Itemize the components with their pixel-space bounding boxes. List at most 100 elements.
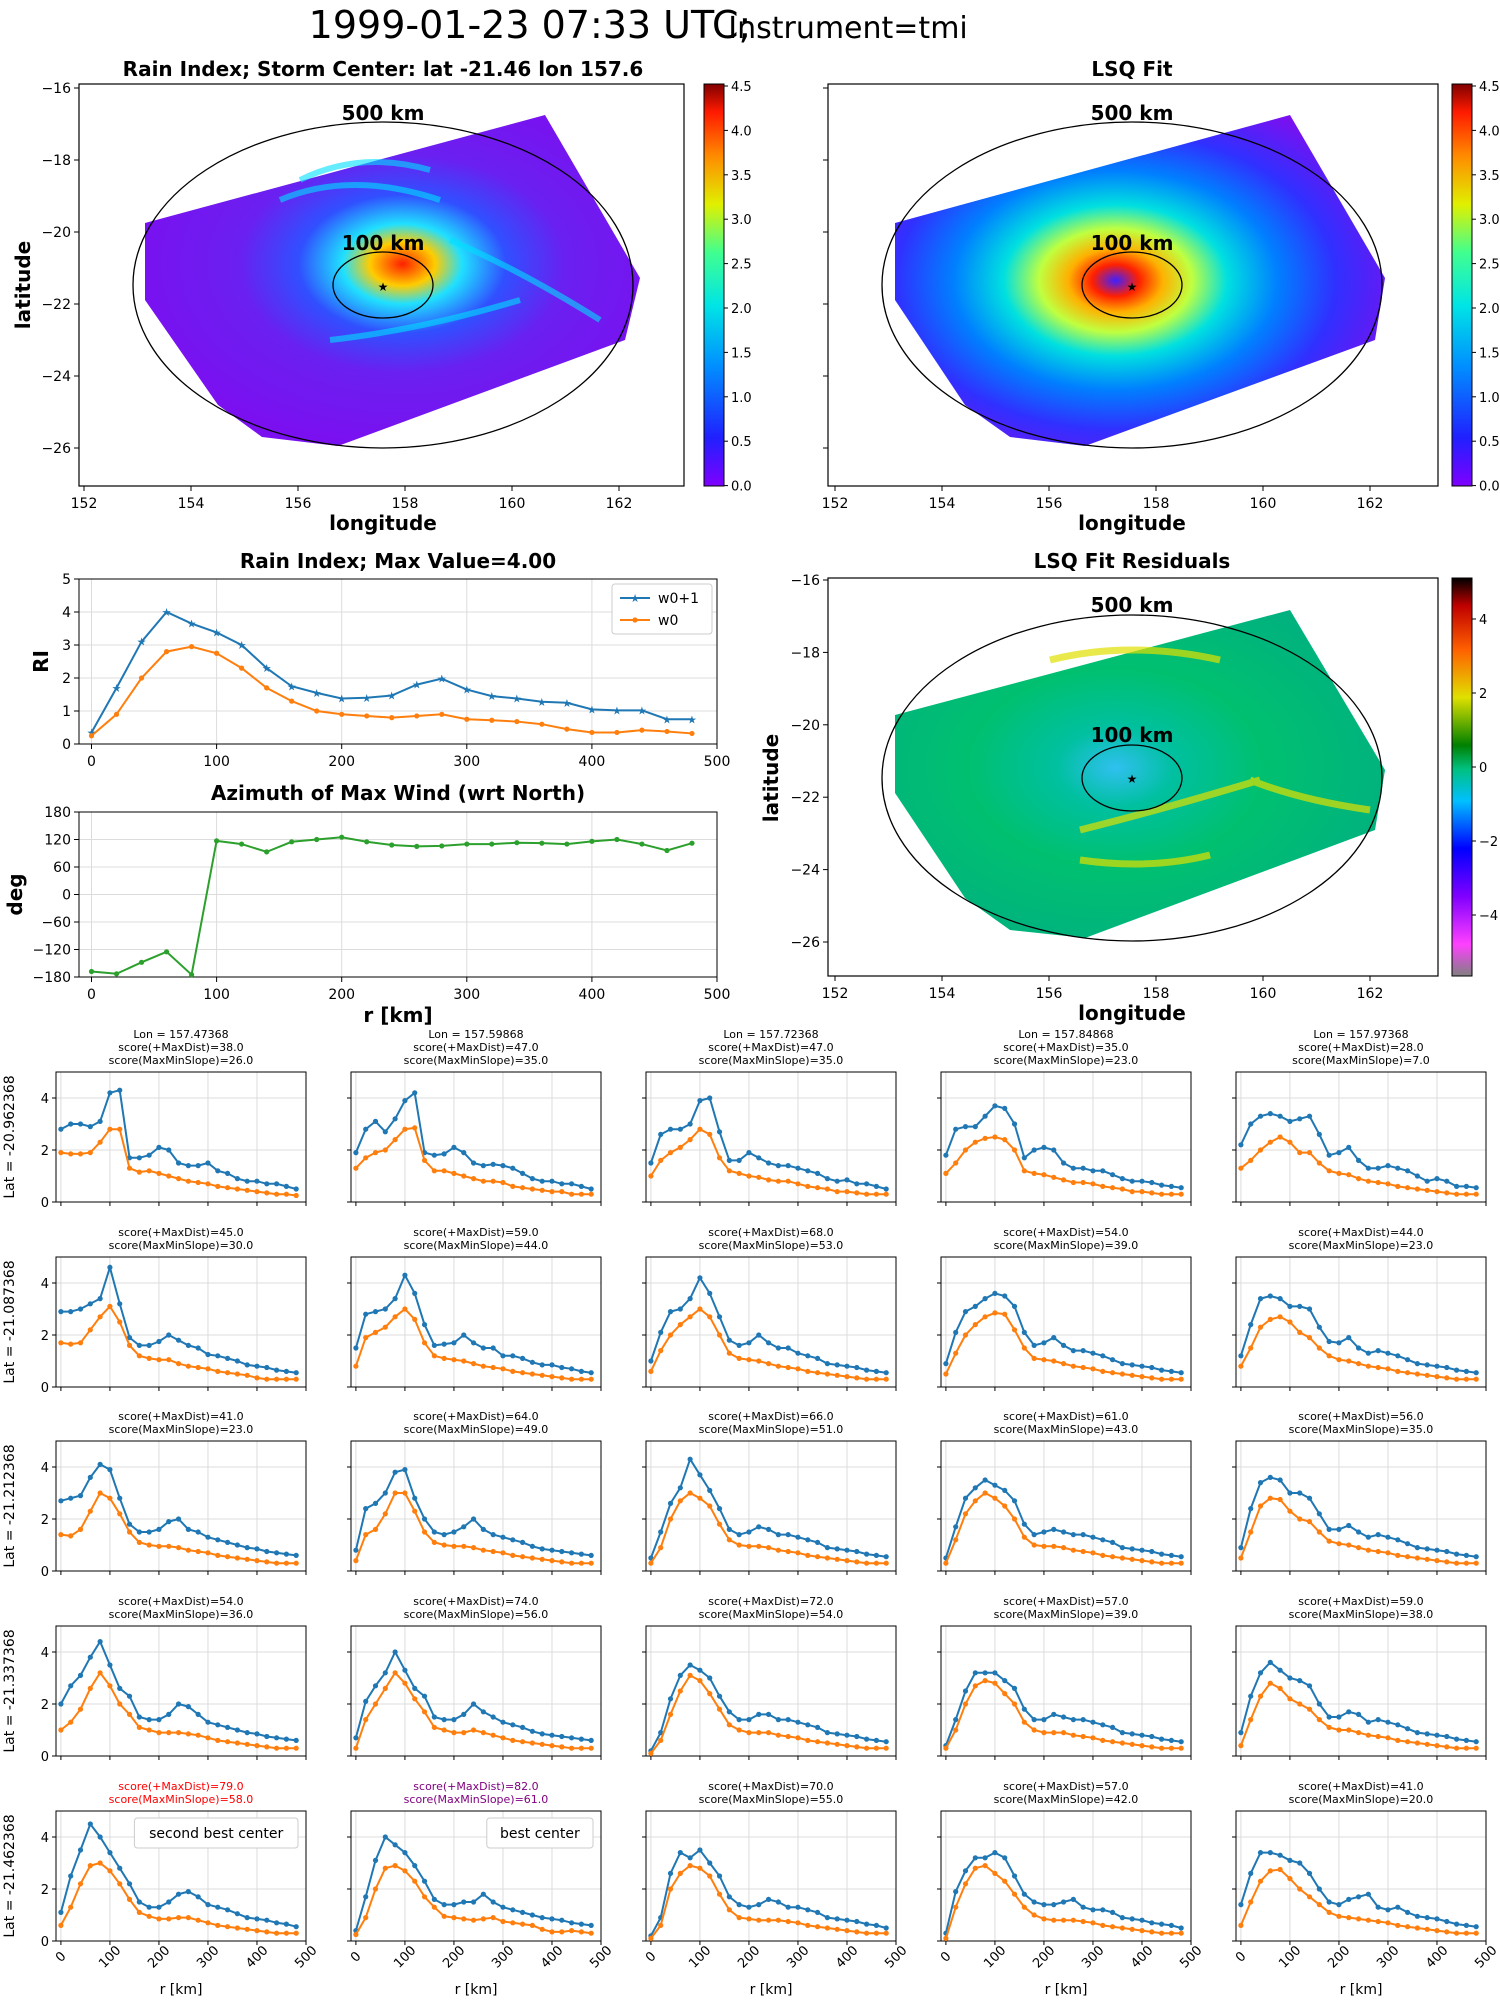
data-point <box>146 1727 152 1733</box>
data-point <box>77 1306 84 1312</box>
data-point <box>549 1929 555 1935</box>
data-point <box>1238 1142 1244 1148</box>
colorbar-tick-label: 3.5 <box>731 169 752 184</box>
data-point <box>412 1125 418 1131</box>
data-point <box>1257 1503 1264 1509</box>
grid-subplot: Lon = 157.84868score(+MaxDist)=35.0score… <box>937 1028 1192 1206</box>
data-point <box>273 1550 280 1556</box>
data-point <box>283 1745 289 1751</box>
data-point <box>107 1090 113 1096</box>
data-point <box>117 1701 123 1707</box>
data-point <box>244 1556 250 1562</box>
data-point <box>1041 1529 1047 1535</box>
data-point <box>1336 1357 1342 1363</box>
data-point <box>1041 1916 1047 1922</box>
data-point <box>707 1691 713 1697</box>
data-point <box>1011 1516 1018 1522</box>
data-point <box>1463 1552 1469 1558</box>
data-point <box>1149 1733 1155 1740</box>
data-point <box>156 1170 162 1176</box>
data-point <box>451 1144 457 1150</box>
data-point: ★ <box>412 679 422 692</box>
data-point <box>529 1359 535 1365</box>
data-point <box>1041 1172 1047 1178</box>
data-point <box>146 1342 152 1348</box>
data-point <box>687 1314 693 1320</box>
data-point <box>439 843 445 849</box>
data-point <box>451 1170 457 1176</box>
colorbar-tick-label: 4 <box>1479 613 1487 628</box>
data-point <box>353 1558 359 1564</box>
data-point <box>1277 1685 1283 1691</box>
data-point <box>1453 1560 1460 1566</box>
data-point <box>1414 1555 1420 1561</box>
data-point <box>716 1521 723 1527</box>
data-point <box>982 1678 988 1684</box>
subplot-score-maxminslope: score(MaxMinSlope)=44.0 <box>404 1239 549 1252</box>
data-point <box>1060 1160 1067 1166</box>
data-point <box>943 1935 949 1941</box>
subplot-score-maxdist: score(+MaxDist)=47.0 <box>413 1041 538 1054</box>
data-point <box>1395 1552 1401 1558</box>
data-point <box>648 1368 654 1374</box>
data-point <box>962 1309 969 1315</box>
data-point <box>195 1548 201 1555</box>
data-point <box>953 1126 959 1132</box>
data-point <box>539 1362 545 1368</box>
subplot-score-maxdist: score(+MaxDist)=61.0 <box>1003 1410 1128 1423</box>
data-point <box>992 1850 998 1856</box>
annotation-box <box>486 1817 594 1849</box>
data-point <box>873 1922 879 1928</box>
plot-frame <box>55 1071 307 1203</box>
data-point <box>107 1303 113 1309</box>
data-point <box>136 1714 142 1720</box>
x-tick-label: 200 <box>328 987 355 1003</box>
data-point <box>559 1548 565 1555</box>
data-point <box>588 1745 594 1751</box>
data-point <box>529 1912 535 1918</box>
data-point <box>58 1532 64 1538</box>
data-point <box>156 1338 162 1345</box>
plot-frame <box>55 1440 307 1572</box>
data-point <box>244 1372 250 1378</box>
data-point: ★ <box>437 673 447 686</box>
data-point <box>756 1155 762 1161</box>
data-point <box>1326 1538 1332 1544</box>
x-tick-label: 400 <box>833 1943 861 1971</box>
data-point <box>1238 1902 1244 1908</box>
data-point <box>1139 1558 1145 1564</box>
grid-subplot: score(+MaxDist)=54.0score(MaxMinSlope)=3… <box>937 1226 1192 1391</box>
data-point <box>156 1730 162 1736</box>
data-point <box>441 1151 447 1157</box>
data-point <box>697 1472 703 1478</box>
data-point <box>1463 1191 1469 1197</box>
suptitle: 1999-01-23 07:33 UTC; <box>309 3 752 47</box>
x-tick-label: 154 <box>929 986 956 1002</box>
data-point <box>273 1376 280 1382</box>
data-point <box>363 1698 369 1704</box>
data-point <box>1090 1168 1096 1174</box>
data-point <box>834 1916 840 1922</box>
data-point <box>854 1559 860 1565</box>
legend: ★ w0+1w0 <box>611 583 713 635</box>
data-point <box>529 1371 535 1377</box>
data-point <box>1395 1165 1401 1171</box>
data-point <box>549 1547 555 1553</box>
data-point <box>431 1152 437 1158</box>
y-tick-label: 0 <box>62 737 71 753</box>
data-point <box>1385 1920 1391 1926</box>
data-point <box>224 1739 231 1745</box>
data-point <box>697 1098 703 1104</box>
data-point <box>363 1532 369 1538</box>
data-point <box>756 1332 762 1338</box>
x-tick-label: 100 <box>96 1943 124 1971</box>
data-point <box>824 1371 830 1377</box>
plot-area <box>56 1072 306 1202</box>
data-point <box>588 1560 594 1566</box>
data-point <box>113 711 120 717</box>
y-tick-label: −22 <box>41 297 71 313</box>
data-point <box>883 1554 889 1560</box>
plot-frame <box>645 1440 897 1572</box>
data-point <box>273 1181 280 1187</box>
data-point <box>1119 1176 1125 1182</box>
